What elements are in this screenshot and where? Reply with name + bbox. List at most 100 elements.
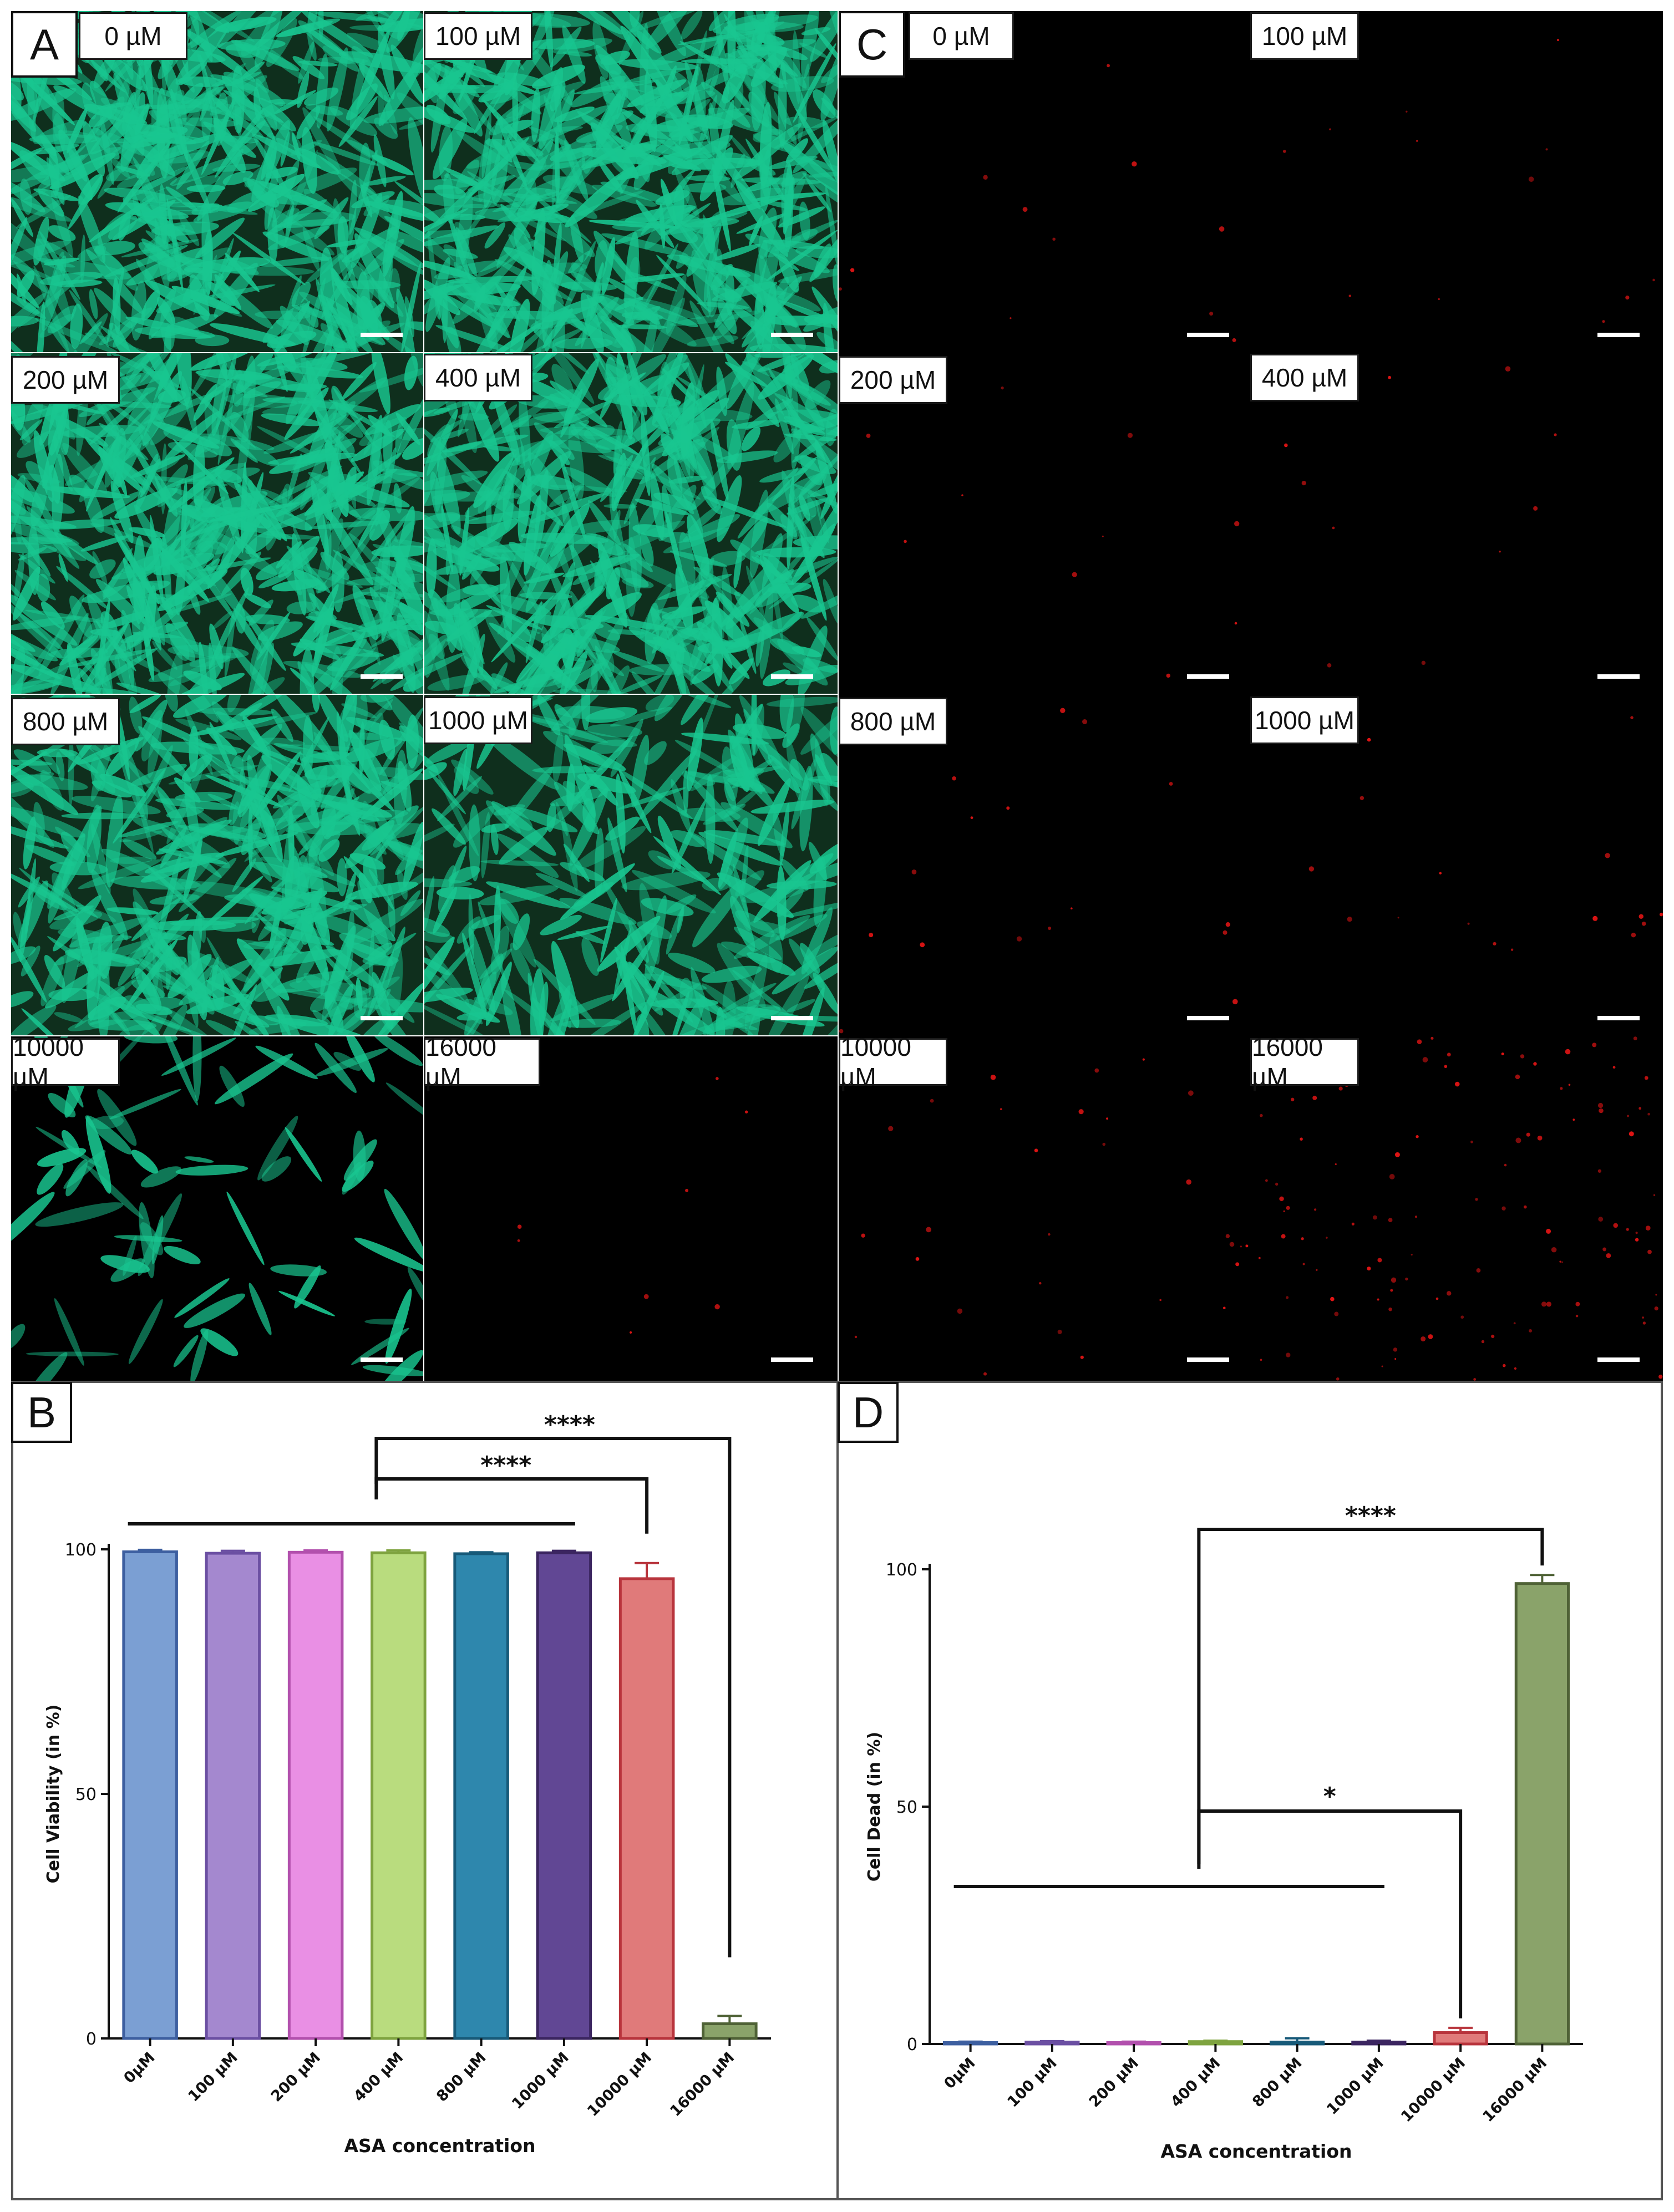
significance-label: * <box>1323 1782 1336 1811</box>
scale-bar <box>361 333 403 337</box>
panel-a-tile <box>424 1036 838 1381</box>
y-tick-label: 0 <box>907 2035 917 2055</box>
dead-cell-image <box>424 1036 838 1381</box>
panel-a-tile <box>11 353 423 694</box>
bar <box>287 1550 344 2040</box>
panel-a-tile-label: 200 µM <box>11 356 120 404</box>
scale-bar <box>771 1016 813 1020</box>
bar <box>371 1551 427 2040</box>
x-tick-label: 400 µM <box>351 2049 407 2105</box>
panel-c-tile-label: 16000 µM <box>1250 1033 1359 1091</box>
dead-cell-image <box>839 11 1250 352</box>
live-cell-image <box>11 353 423 694</box>
x-tick-label: 0µM <box>120 2049 158 2087</box>
y-tick-label: 100 <box>886 1560 917 1580</box>
dead-cell-image <box>1251 695 1663 1035</box>
panel-a-tile-label: 10000 µM <box>11 1033 120 1091</box>
panel-letter-b: B <box>11 1382 72 1443</box>
significance-label: **** <box>480 1451 531 1479</box>
y-tick-label: 100 <box>65 1540 97 1560</box>
panel-a-tile-label: 16000 µM <box>424 1033 540 1091</box>
x-tick-label: 800 µM <box>433 2049 489 2105</box>
panel-c-tile <box>1251 1036 1663 1381</box>
panel-a-tile-label: 800 µM <box>11 698 120 745</box>
scale-bar <box>1187 1016 1229 1020</box>
scale-bar <box>1597 1357 1640 1362</box>
x-tick-label: 1000 µM <box>1323 2055 1387 2118</box>
x-axis-label: ASA concentration <box>1160 2140 1352 2162</box>
live-cell-image <box>11 695 423 1035</box>
panel-a-tile-label: 1000 µM <box>424 696 532 744</box>
scale-bar <box>1597 1016 1640 1020</box>
significance-bracket <box>1197 1809 1463 2018</box>
panel-c-tile <box>839 11 1250 352</box>
dead-cell-image <box>1251 1036 1663 1381</box>
x-tick-label: 0µM <box>941 2055 978 2092</box>
panel-a-tile-label: 0 µM <box>79 12 187 60</box>
x-axis-label: ASA concentration <box>344 2135 535 2157</box>
significance-bracket <box>1197 1528 1544 1864</box>
dead-cell-chart: 0 50 100 Cell Dead (in %) 0µM 100 µM 200 µM 400… <box>865 1502 1583 2162</box>
panel-a-tile-label: 400 µM <box>424 354 532 401</box>
panel-a-tile <box>11 1036 423 1381</box>
bar <box>122 1550 178 2040</box>
x-tick-label: 1000 µM <box>509 2049 572 2113</box>
panel-a-tile <box>424 11 838 352</box>
x-tick-label: 10000 µM <box>584 2049 655 2120</box>
panel-c-tile-label: 100 µM <box>1250 12 1359 60</box>
panel-letter-d: D <box>838 1382 899 1443</box>
panel-c-tile-label: 400 µM <box>1250 354 1359 401</box>
panel-c-tile <box>839 1036 1250 1381</box>
panel-a-tile <box>424 353 838 694</box>
panel-c-tile-label: 200 µM <box>839 356 947 404</box>
scale-bar <box>361 1016 403 1020</box>
panel-c-tile-label: 800 µM <box>839 698 947 745</box>
y-axis-label: Cell Viability (in %) <box>44 1705 63 1884</box>
panel-c-tile-label: 10000 µM <box>839 1033 947 1091</box>
dead-cell-image <box>839 695 1250 1035</box>
x-tick-label: 400 µM <box>1168 2055 1224 2111</box>
bar <box>205 1552 261 2040</box>
panel-c-tile <box>1251 695 1663 1035</box>
y-axis-label: Cell Dead (in %) <box>865 1732 884 1882</box>
significance-label: **** <box>544 1411 595 1439</box>
panel-letter-c: C <box>839 11 905 78</box>
significance-label: **** <box>1345 1502 1396 1530</box>
panel-c-tile <box>839 353 1250 694</box>
scale-bar <box>771 674 813 679</box>
panel-a-tile <box>424 695 838 1035</box>
significance-bracket <box>374 1437 732 1957</box>
x-tick-label: 800 µM <box>1249 2055 1305 2111</box>
panel-a-micrograph-grid <box>11 11 838 1381</box>
bar <box>702 2022 758 2040</box>
bar <box>943 2041 998 2046</box>
x-tick-label: 16000 µM <box>1479 2055 1550 2125</box>
x-tick-label: 10000 µM <box>1398 2055 1469 2125</box>
x-tick-label: 200 µM <box>268 2049 324 2105</box>
live-cell-image <box>424 353 838 694</box>
scale-bar <box>1597 674 1640 679</box>
x-tick-label: 100 µM <box>185 2049 241 2105</box>
panel-c-tile <box>839 695 1250 1035</box>
scale-bar <box>771 333 813 337</box>
dead-cell-image <box>1251 11 1663 352</box>
panel-c-tile-label: 0 µM <box>909 12 1014 60</box>
bar <box>618 1577 675 2040</box>
x-tick-label: 16000 µM <box>667 2049 738 2120</box>
live-cell-image <box>11 1036 423 1381</box>
bar <box>1351 2041 1407 2046</box>
scale-bar <box>361 674 403 679</box>
x-tick-label: 100 µM <box>1004 2055 1060 2111</box>
bar <box>1024 2041 1080 2046</box>
bar <box>453 1552 509 2040</box>
bar <box>1106 2041 1161 2046</box>
bar <box>1433 2031 1488 2046</box>
scale-bar <box>361 1357 403 1362</box>
y-tick-label: 0 <box>86 2030 97 2049</box>
scale-bar <box>1597 333 1640 337</box>
live-cell-image <box>424 695 838 1035</box>
viability-chart: 0 50 100 Cell Viability (in %) 0µM 100 µM 200 … <box>44 1411 771 2157</box>
scale-bar <box>771 1357 813 1362</box>
y-tick-label: 50 <box>75 1785 97 1804</box>
bar <box>1270 2041 1325 2046</box>
